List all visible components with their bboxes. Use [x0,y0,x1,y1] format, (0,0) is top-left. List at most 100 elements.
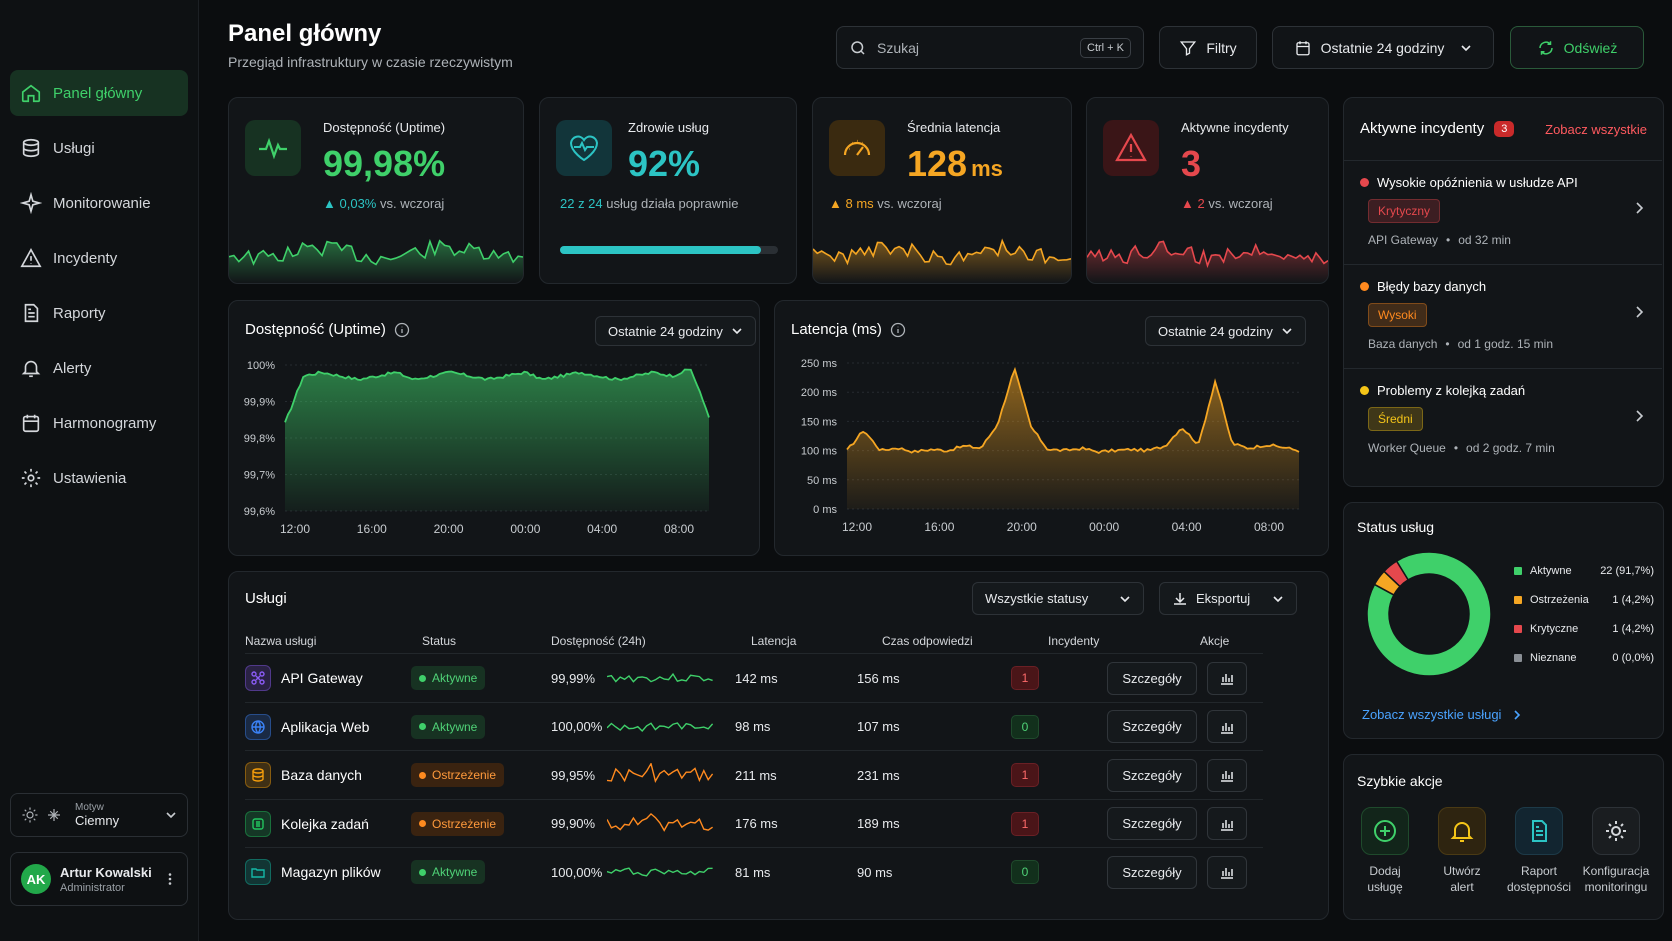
details-button[interactable]: Szczegóły [1107,661,1197,695]
network-icon [251,671,265,685]
table-row: Aplikacja Web Aktywne 100,00% 98 ms 107 ms 0 S… [245,701,1263,750]
quick-action-uptime-report[interactable]: Raport dostępności [1501,807,1577,895]
search-input[interactable]: Szukaj Ctrl + K [836,26,1144,69]
sidebar-item-schedules[interactable]: Harmonogramy [10,400,188,446]
sparkle-icon [20,192,42,214]
sidebar-item-services[interactable]: Usługi [10,125,188,171]
cell-status: Aktywne [411,848,486,896]
chart-button[interactable] [1207,807,1247,840]
incident-item[interactable]: Problemy z kolejką zadań Średni Worker Que… [1344,368,1662,472]
cell-latency: 142 ms [735,670,778,686]
legend-value: 1 (4,2%) [1612,623,1654,635]
sidebar-item-settings[interactable]: Ustawienia [10,455,188,501]
chevron-right-icon [1636,306,1644,318]
heart-pulse-icon [569,135,599,162]
folder-icon [251,868,265,878]
status-dot [419,771,426,779]
uptime-value: 100,00% [551,864,603,880]
service-name[interactable]: Magazyn plików [281,864,381,880]
quick-action-add-service[interactable]: Dodaj usługę [1347,807,1423,895]
user-profile[interactable]: AK Artur Kowalski Administrator [10,852,188,906]
sidebar-item-dashboard[interactable]: Panel główny [10,70,188,116]
filter-icon [1180,40,1197,56]
see-all-services-label: Zobacz wszystkie usługi [1362,707,1502,722]
x-tick-label: 12:00 [842,520,872,534]
filters-button[interactable]: Filtry [1159,26,1257,69]
arrow-up-icon: ▲ [1181,196,1194,211]
document-icon [1532,820,1547,842]
info-icon[interactable] [394,322,410,338]
quick-action-create-alert[interactable]: Utwórz alert [1424,807,1500,895]
incident-meta: Worker Queue • od 2 godz. 7 min [1368,441,1555,455]
area-fill [847,369,1299,509]
details-button[interactable]: Szczegóły [1107,807,1197,840]
chart-button[interactable] [1207,855,1247,889]
see-all-incidents-link[interactable]: Zobacz wszystkie [1545,122,1647,137]
sidebar: Panel główny Usługi Monitorowanie Incyde… [0,0,199,941]
cell-actions: Szczegóły [1107,751,1247,799]
legend-value: 1 (4,2%) [1612,594,1654,606]
kpi-label: Zdrowie usług [628,120,709,135]
details-button[interactable]: Szczegóły [1107,710,1197,743]
refresh-button[interactable]: Odśwież [1510,26,1644,69]
table-row: Kolejka zadań Ostrzeżenie 99,90% 176 ms 189 … [245,798,1263,848]
incident-item[interactable]: Błędy bazy danych Wysoki Baza danych • od 1 … [1344,264,1662,368]
service-name[interactable]: Baza danych [281,767,362,783]
cell-actions: Szczegóły [1107,800,1247,848]
select-label: Wszystkie statusy [985,591,1089,606]
legend-value: 0 (0,0%) [1612,652,1654,664]
incident-title-text: Błędy bazy danych [1377,279,1487,294]
more-vertical-icon[interactable] [163,872,177,886]
details-button[interactable]: Szczegóły [1107,855,1197,889]
incident-item[interactable]: Wysokie opóźnienia w usłudze API Krytyczn… [1344,160,1662,264]
cell-incidents: 1 [1011,654,1039,702]
service-name[interactable]: Aplikacja Web [281,718,370,735]
status-text: Aktywne [432,671,478,685]
theme-switcher[interactable]: Motyw Ciemny [10,793,188,837]
bar-chart-icon [1221,674,1233,685]
cell-actions: Szczegóły [1107,848,1247,896]
sparkline-line [607,763,713,783]
kpi-icon-box [1103,120,1159,176]
service-icon-box [245,859,271,885]
cell-latency: 98 ms [735,719,771,734]
uptime-range-select[interactable]: Ostatnie 24 godziny [595,316,756,346]
qa-line2: usługę [1367,880,1403,894]
quick-action-monitoring-config[interactable]: Konfiguracja monitoringu [1578,807,1654,895]
kpi-delta-value: 2 [1197,196,1205,211]
y-tick-label: 100% [247,360,275,372]
calendar-icon [22,414,40,433]
service-name[interactable]: Kolejka zadań [281,815,369,832]
cell-latency: 176 ms [735,816,778,831]
sidebar-item-monitoring[interactable]: Monitorowanie [10,180,188,226]
chart-button[interactable] [1207,758,1247,792]
incident-meta: API Gateway • od 32 min [1368,233,1511,247]
warning-icon [20,248,42,268]
column-header-latency: Latencja [751,634,797,648]
info-icon[interactable] [890,322,906,338]
kpi-uptime-card: Dostępność (Uptime) 99,98% ▲ 0,03% vs. w… [228,97,524,284]
sidebar-item-alerts[interactable]: Alerty [10,345,188,391]
service-name[interactable]: API Gateway [281,670,363,686]
cell-status: Aktywne [411,654,486,702]
chart-button[interactable] [1207,710,1247,743]
chart-button[interactable] [1207,661,1247,695]
see-all-services-link[interactable]: Zobacz wszystkie usługi [1362,707,1523,722]
select-label: Ostatnie 24 godziny [1158,323,1273,339]
cell-incidents: 0 [1011,848,1039,896]
latency-range-select[interactable]: Ostatnie 24 godziny [1145,316,1306,346]
export-button[interactable]: Eksportuj [1159,582,1297,615]
details-button[interactable]: Szczegóły [1107,758,1197,792]
document-icon [24,303,39,323]
date-range-select[interactable]: Ostatnie 24 godziny [1272,26,1494,69]
severity-badge: Wysoki [1368,303,1427,327]
pulse-icon [259,137,287,160]
export-label: Eksportuj [1196,591,1251,606]
meta-separator: • [1453,441,1459,455]
sidebar-item-incidents[interactable]: Incydenty [10,235,188,281]
kpi-delta-suffix: vs. wczoraj [380,196,445,211]
sidebar-item-reports[interactable]: Raporty [10,290,188,336]
sparkline-line [607,721,713,732]
status-dot [419,723,426,730]
status-filter-select[interactable]: Wszystkie statusy [972,582,1144,615]
